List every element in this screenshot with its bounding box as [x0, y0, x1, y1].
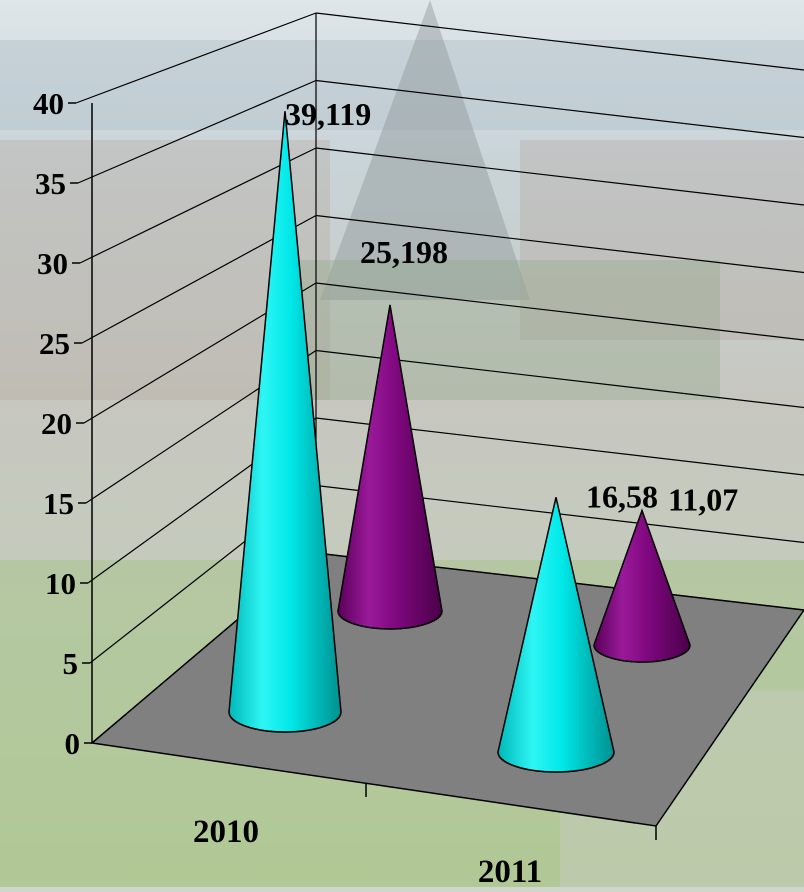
y-axis: 0 5 10 15 20 25 30 35 40 — [33, 86, 657, 840]
y-tick-label: 35 — [35, 166, 66, 201]
y-tick-label: 15 — [43, 486, 74, 521]
y-tick-label: 30 — [37, 246, 68, 281]
cone-2011-series-2 — [593, 508, 691, 663]
y-tick-label: 0 — [65, 726, 81, 761]
labels: 25,198 11,07 39,119 16,58 2010 2011 — [193, 96, 738, 890]
y-tick-label: 40 — [33, 86, 64, 121]
x-tick-label: 2011 — [478, 854, 542, 887]
y-tick-label: 10 — [45, 566, 76, 601]
y-tick-label: 25 — [39, 326, 70, 361]
y-tick-label: 20 — [41, 406, 72, 441]
data-label: 11,07 — [668, 481, 738, 517]
cone-2010-series-2 — [337, 304, 443, 630]
cone-2010-series-1 — [228, 111, 342, 733]
gridline-back — [315, 214, 804, 274]
gridline-back — [315, 282, 804, 341]
gridline-side — [75, 12, 317, 104]
gridline-back — [315, 79, 804, 139]
gridline-back — [315, 147, 804, 206]
data-label: 25,198 — [360, 234, 448, 270]
cone-base-edge — [497, 751, 615, 773]
gridline-side — [79, 147, 317, 264]
cones — [228, 111, 691, 773]
gridline-side — [77, 79, 317, 184]
cone-base-edge — [228, 711, 342, 733]
gridline-back — [315, 12, 804, 71]
x-tick-label: 2010 — [193, 814, 259, 850]
cone-base-edge — [337, 610, 443, 630]
cone-base-edge — [593, 644, 691, 663]
data-label: 16,58 — [586, 478, 658, 514]
cone-2011-series-1 — [497, 497, 615, 773]
data-label: 39,119 — [285, 96, 371, 132]
y-tick-label: 5 — [63, 646, 79, 681]
